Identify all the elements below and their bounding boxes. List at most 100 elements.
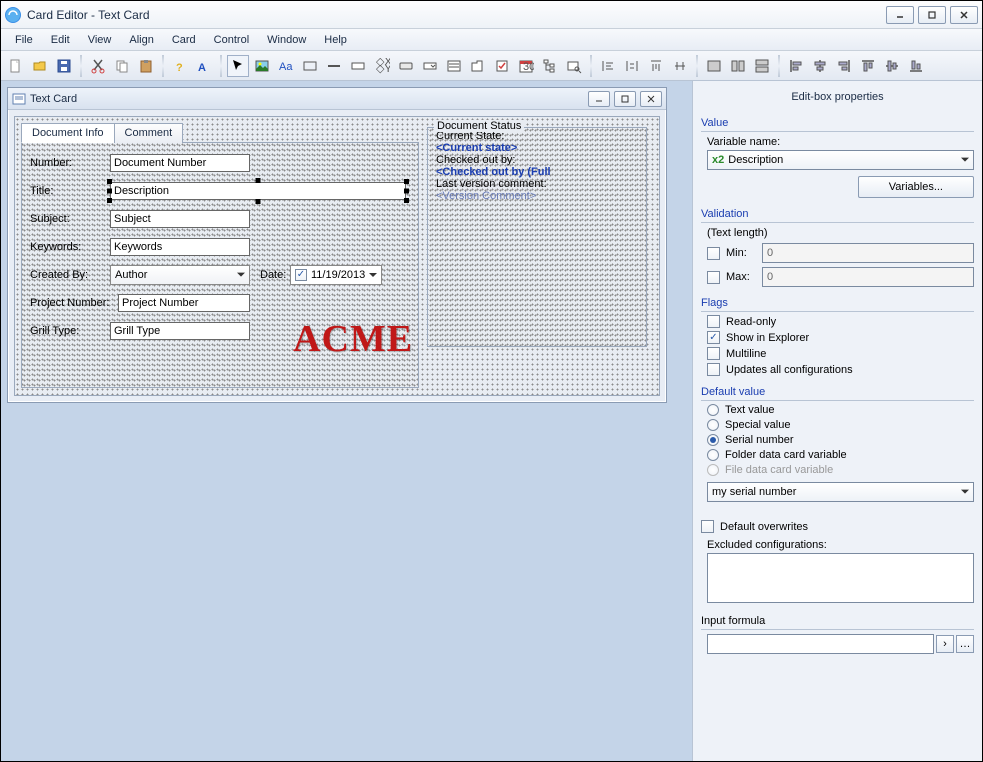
checkbox-read-only[interactable] [707, 315, 720, 328]
canvas[interactable]: Text Card Document Info Comment [1, 81, 692, 761]
tab-comment[interactable]: Comment [114, 123, 184, 143]
menu-align[interactable]: Align [121, 32, 161, 48]
radio-special-value[interactable] [707, 419, 719, 431]
paste-icon[interactable] [135, 55, 157, 77]
button-icon[interactable] [395, 55, 417, 77]
input-project-number[interactable] [118, 294, 250, 312]
date-checkbox[interactable] [295, 269, 307, 281]
copy-icon[interactable] [111, 55, 133, 77]
svg-text:A: A [198, 62, 206, 74]
frame-icon[interactable] [299, 55, 321, 77]
align-bottom-icon[interactable] [905, 55, 927, 77]
combo-icon[interactable] [419, 55, 441, 77]
align-1-icon[interactable] [597, 55, 619, 77]
close-button[interactable] [950, 6, 978, 24]
input-min[interactable] [762, 243, 974, 263]
layout-3-icon[interactable] [751, 55, 773, 77]
checkbox-min[interactable] [707, 247, 720, 260]
input-number[interactable] [110, 154, 250, 172]
edit-box-icon[interactable] [347, 55, 369, 77]
group-value: Value [701, 117, 974, 129]
date-dropdown-icon[interactable] [369, 273, 377, 281]
image-icon[interactable] [251, 55, 273, 77]
date-value: 11/19/2013 [311, 269, 365, 281]
checkbox-tool-icon[interactable] [491, 55, 513, 77]
checkbox-multiline[interactable] [707, 347, 720, 360]
align-right-icon[interactable] [833, 55, 855, 77]
label-max: Max: [726, 271, 762, 283]
svg-text:?: ? [176, 62, 183, 74]
combo-variable-name[interactable]: x2 Description [707, 150, 974, 170]
help-icon[interactable]: ? [169, 55, 191, 77]
card-close-button[interactable] [640, 91, 662, 107]
align-3-icon[interactable] [645, 55, 667, 77]
card-maximize-button[interactable] [614, 91, 636, 107]
align-middle-icon[interactable] [881, 55, 903, 77]
layout-2-icon[interactable] [727, 55, 749, 77]
window-title: Card Editor - Text Card [27, 8, 886, 22]
menu-card[interactable]: Card [164, 32, 204, 48]
minimize-button[interactable] [886, 6, 914, 24]
radio-folder-var[interactable] [707, 449, 719, 461]
radio-text-value[interactable] [707, 404, 719, 416]
font-icon[interactable]: A [193, 55, 215, 77]
combo-serial[interactable]: my serial number [707, 482, 974, 502]
label-number: Number: [22, 157, 110, 169]
tab-icon[interactable] [467, 55, 489, 77]
menu-help[interactable]: Help [316, 32, 355, 48]
pointer-icon[interactable] [227, 55, 249, 77]
line-icon[interactable] [323, 55, 345, 77]
menu-window[interactable]: Window [259, 32, 314, 48]
combo-author[interactable]: Author [110, 265, 250, 285]
label-date: Date: [250, 269, 290, 281]
tab-document-info[interactable]: Document Info [21, 123, 115, 143]
menu-control[interactable]: Control [206, 32, 257, 48]
input-subject[interactable] [110, 210, 250, 228]
align-left-icon[interactable] [785, 55, 807, 77]
list-icon[interactable] [443, 55, 465, 77]
input-keywords[interactable] [110, 238, 250, 256]
new-icon[interactable] [5, 55, 27, 77]
open-icon[interactable] [29, 55, 51, 77]
input-max[interactable] [762, 267, 974, 287]
label-variable-name: Variable name: [707, 136, 974, 148]
group-default-value: Default value [701, 386, 974, 398]
textarea-excluded[interactable] [707, 553, 974, 603]
layout-1-icon[interactable] [703, 55, 725, 77]
maximize-button[interactable] [918, 6, 946, 24]
checkbox-max[interactable] [707, 271, 720, 284]
status-last-comment-value: <Version Comment> [436, 190, 638, 202]
formula-browse-button[interactable]: … [956, 635, 974, 653]
card-minimize-button[interactable] [588, 91, 610, 107]
align-2-icon[interactable] [621, 55, 643, 77]
status-last-comment-label: Last version comment: [436, 178, 638, 190]
status-checked-out-label: Checked out by: [436, 154, 638, 166]
align-top-icon[interactable] [857, 55, 879, 77]
status-checked-out-value: <Checked out by (Full [436, 166, 638, 178]
svg-text:30: 30 [523, 61, 534, 73]
menu-view[interactable]: View [80, 32, 120, 48]
formula-expand-button[interactable]: › [936, 635, 954, 653]
card-icon [12, 92, 26, 106]
radio-serial-number[interactable] [707, 434, 719, 446]
xy-icon[interactable]: ◇X◇Y [371, 55, 393, 77]
input-grill-type[interactable] [110, 322, 250, 340]
align-4-icon[interactable] [669, 55, 691, 77]
tree-icon[interactable] [539, 55, 561, 77]
menu-edit[interactable]: Edit [43, 32, 78, 48]
panel-title: Edit-box properties [701, 87, 974, 111]
date-icon[interactable]: 30 [515, 55, 537, 77]
menu-file[interactable]: File [7, 32, 41, 48]
input-formula-field[interactable] [707, 634, 934, 654]
label-show-explorer: Show in Explorer [726, 332, 809, 344]
checkbox-default-overwrites[interactable] [701, 520, 714, 533]
text-tool-icon[interactable]: Aa [275, 55, 297, 77]
variables-button[interactable]: Variables... [858, 176, 974, 198]
checkbox-updates-all[interactable] [707, 363, 720, 376]
cut-icon[interactable] [87, 55, 109, 77]
save-icon[interactable] [53, 55, 75, 77]
input-title[interactable] [110, 182, 406, 200]
search-tool-icon[interactable] [563, 55, 585, 77]
checkbox-show-explorer[interactable] [707, 331, 720, 344]
align-center-icon[interactable] [809, 55, 831, 77]
